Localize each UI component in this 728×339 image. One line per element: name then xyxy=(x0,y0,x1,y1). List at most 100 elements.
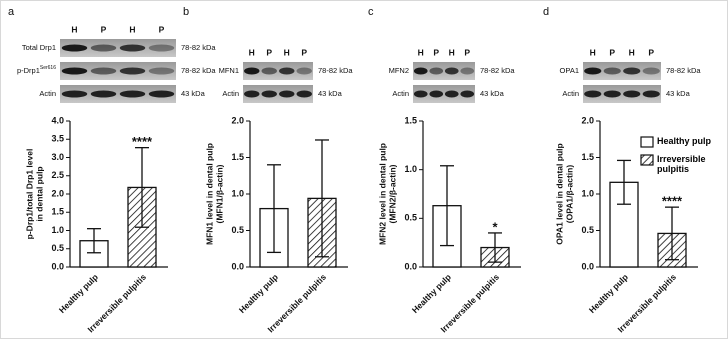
blot-strip xyxy=(243,85,313,103)
y-tick-label: 1.5 xyxy=(51,207,64,217)
lane-label: P xyxy=(609,47,615,57)
significance: **** xyxy=(132,134,153,149)
blot-band xyxy=(413,90,428,98)
y-axis-label: (MFN1/β-actin) xyxy=(214,164,224,223)
blot-strip xyxy=(243,62,313,80)
protein-name: Actin xyxy=(39,89,56,98)
blot-size: 78-82 kDa xyxy=(318,66,353,75)
blot-band xyxy=(261,90,277,98)
blot-band xyxy=(261,67,277,75)
blot-band xyxy=(244,90,260,98)
lane-label: H xyxy=(629,47,635,57)
y-tick-label: 1.0 xyxy=(51,225,64,235)
blot-size: 43 kDa xyxy=(181,89,206,98)
blot-band xyxy=(642,90,660,98)
blot-band xyxy=(90,90,117,98)
y-axis-label: MFN2 level in dental pulp xyxy=(377,143,387,245)
blot-band xyxy=(61,67,88,75)
panel-label: c xyxy=(368,6,374,18)
lane-label: H xyxy=(249,47,255,57)
y-tick-label: 1.0 xyxy=(231,188,244,198)
blot-band xyxy=(460,67,475,75)
y-tick-label: 0.0 xyxy=(231,261,244,271)
panel-label: b xyxy=(183,6,189,18)
blot-row-label: MFN2 xyxy=(389,66,409,75)
y-tick-label: 0.0 xyxy=(581,261,594,271)
blot-strip xyxy=(60,85,176,103)
blot-band xyxy=(119,44,146,52)
blot-band xyxy=(623,90,641,98)
blot-size: 43 kDa xyxy=(318,89,343,98)
y-tick-label: 1.5 xyxy=(581,152,594,162)
blot-band xyxy=(296,90,312,98)
panel-label: d xyxy=(543,6,549,18)
y-tick-label: 0.5 xyxy=(51,243,64,253)
blot-band xyxy=(148,44,175,52)
y-tick-label: 3.5 xyxy=(51,134,64,144)
blot-band xyxy=(296,67,312,75)
y-tick-label: 1.0 xyxy=(404,164,417,174)
lane-label: P xyxy=(301,47,307,57)
blot-band xyxy=(119,67,146,75)
blot-strip xyxy=(413,62,475,80)
y-axis-label: in dental pulp xyxy=(34,166,44,221)
y-axis-label: OPA1 level in dental pulp xyxy=(554,143,564,244)
y-tick-label: 0.5 xyxy=(231,225,244,235)
legend-item: Healthy pulp xyxy=(657,136,711,146)
blot-band xyxy=(61,90,88,98)
blot-row-label: Actin xyxy=(392,89,409,98)
protein-name: MFN2 xyxy=(389,66,409,75)
y-axis-label: (OPA1/β-actin) xyxy=(564,165,574,224)
blot-row-label: Actin xyxy=(222,89,239,98)
y-tick-label: 3.0 xyxy=(51,152,64,162)
blot-band xyxy=(603,67,621,75)
blot-band xyxy=(429,90,444,98)
blot-size: 78-82 kDa xyxy=(181,43,216,52)
legend-item: Irreversible pulpitis xyxy=(657,154,706,174)
blot-band xyxy=(623,67,641,75)
panel-label: a xyxy=(8,6,15,18)
y-axis-label: (MFN2/β-actin) xyxy=(387,164,397,223)
blot-band xyxy=(148,67,175,75)
blot-row-label: Actin xyxy=(562,89,579,98)
blot-band xyxy=(90,44,117,52)
blot-band xyxy=(90,67,117,75)
blot-row-label: Total Drp1 xyxy=(22,43,56,52)
lane-label: P xyxy=(101,24,107,34)
blot-size: 43 kDa xyxy=(480,89,505,98)
blot-band xyxy=(279,67,295,75)
y-tick-label: 1.5 xyxy=(231,152,244,162)
blot-row-label: OPA1 xyxy=(560,66,579,75)
blot-size: 78-82 kDa xyxy=(480,66,515,75)
lane-label: H xyxy=(129,24,135,34)
blot-row-label: Actin xyxy=(39,89,56,98)
y-tick-label: 2.0 xyxy=(51,188,64,198)
y-tick-label: 0.0 xyxy=(404,261,417,271)
y-tick-label: 4.0 xyxy=(51,115,64,125)
blot-band xyxy=(584,90,602,98)
blot-band xyxy=(413,67,428,75)
protein-name: p-Drp1 xyxy=(17,66,40,75)
blot-band xyxy=(61,44,88,52)
y-tick-label: 0.0 xyxy=(51,261,64,271)
significance: * xyxy=(492,219,498,234)
blot-band xyxy=(148,90,175,98)
blot-band xyxy=(244,67,260,75)
y-axis-label: p-Drp1/total Drp1 level xyxy=(24,149,34,240)
blot-band xyxy=(603,90,621,98)
y-axis-label: MFN1 level in dental pulp xyxy=(204,143,214,245)
lane-label: H xyxy=(71,24,77,34)
blot-band xyxy=(444,67,459,75)
protein-name: Actin xyxy=(222,89,239,98)
blot-size: 78-82 kDa xyxy=(181,66,216,75)
lane-label: P xyxy=(464,47,470,57)
blot-band xyxy=(444,90,459,98)
blot-strip xyxy=(60,39,176,57)
blot-band xyxy=(460,90,475,98)
blot-band xyxy=(642,67,660,75)
blot-size: 43 kDa xyxy=(666,89,691,98)
lane-label: H xyxy=(449,47,455,57)
protein-name: Actin xyxy=(562,89,579,98)
lane-label: P xyxy=(433,47,439,57)
